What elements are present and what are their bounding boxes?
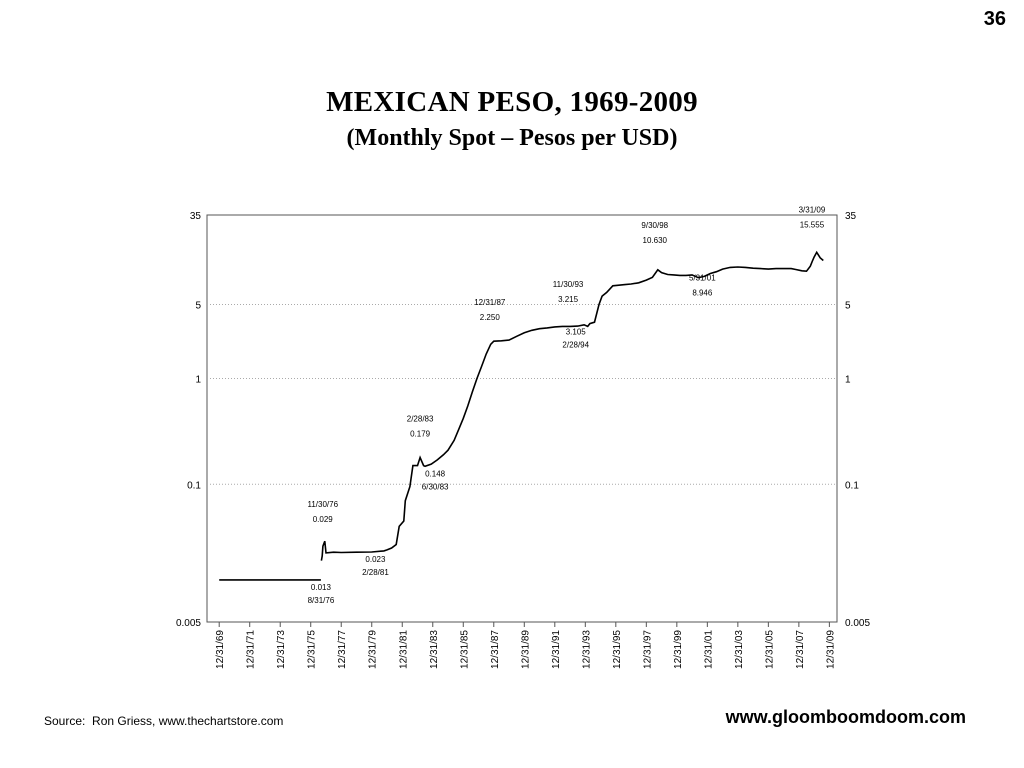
x-tick-label: 12/31/99 (673, 630, 684, 669)
annotation-date: 2/28/83 (407, 415, 434, 424)
annotation-date: 3/31/09 (799, 205, 826, 214)
annotation-value: 0.023 (365, 555, 386, 564)
annotation-value: 8.946 (692, 289, 713, 298)
annotation-date: 12/31/87 (474, 298, 506, 307)
annotation-value: 2.250 (480, 313, 501, 322)
x-tick-label: 12/31/77 (337, 630, 348, 669)
x-tick-label: 12/31/03 (734, 630, 745, 669)
x-tick-label: 12/31/79 (368, 630, 379, 669)
website-link[interactable]: www.gloomboomdoom.com (725, 707, 966, 727)
x-tick-label: 12/31/09 (825, 630, 836, 669)
plot-frame (206, 214, 838, 623)
annotation-value: 0.013 (311, 583, 332, 592)
annotation-value: 15.555 (800, 220, 825, 229)
x-tick-label: 12/31/73 (276, 630, 287, 669)
x-tick-label: 12/31/69 (215, 630, 226, 669)
x-tick-label: 12/31/01 (703, 630, 714, 669)
y-tick-label-left: 0.1 (187, 480, 201, 491)
x-tick-label: 12/31/89 (520, 630, 531, 669)
chart-title: MEXICAN PESO, 1969-2009 (326, 86, 698, 118)
x-tick-label: 12/31/97 (642, 630, 653, 669)
y-tick-label-left: 5 (195, 300, 201, 311)
annotation-value: 3.215 (558, 295, 579, 304)
y-tick-label-left: 0.005 (176, 618, 201, 629)
y-tick-label-right: 1 (845, 374, 851, 385)
annotation-date: 5/31/01 (689, 274, 716, 283)
x-tick-label: 12/31/87 (490, 630, 501, 669)
x-tick-label: 12/31/07 (795, 630, 806, 669)
annotation-value: 0.179 (410, 430, 431, 439)
y-tick-label-left: 35 (190, 211, 202, 222)
y-tick-label-right: 35 (845, 211, 857, 222)
y-tick-label-right: 5 (845, 300, 851, 311)
page-number: 36 (983, 8, 1006, 30)
source-note: Source: Ron Griess, www.thechartstore.co… (44, 714, 284, 728)
annotation-value: 10.630 (643, 236, 668, 245)
series-line (320, 250, 824, 561)
y-tick-label-right: 0.1 (845, 480, 859, 491)
y-tick-label-right: 0.005 (845, 618, 870, 629)
chart-subtitle: (Monthly Spot – Pesos per USD) (346, 125, 678, 151)
annotation-value: 3.105 (566, 327, 587, 336)
annotation-date: 8/31/76 (308, 596, 335, 605)
y-tick-label-left: 1 (195, 374, 201, 385)
annotation-date: 2/28/94 (562, 340, 589, 349)
x-tick-label: 12/31/81 (398, 630, 409, 669)
x-tick-label: 12/31/93 (581, 630, 592, 669)
x-tick-label: 12/31/95 (612, 630, 623, 669)
annotation-date: 2/28/81 (362, 568, 389, 577)
x-tick-label: 12/31/85 (459, 630, 470, 669)
annotation-date: 9/30/98 (641, 221, 668, 230)
x-tick-label: 12/31/91 (551, 630, 562, 669)
annotation-date: 11/30/76 (307, 500, 338, 509)
annotation-date: 6/30/83 (422, 482, 449, 491)
annotation-value: 0.148 (425, 469, 446, 478)
x-tick-label: 12/31/71 (246, 630, 257, 669)
annotation-value: 0.029 (313, 515, 334, 524)
annotation-date: 11/30/93 (553, 280, 584, 289)
x-tick-label: 12/31/75 (307, 630, 318, 669)
chart-svg: 35 35 5 5 1 1 0.1 0.1 0.005 0.005 12/31/69 12/31/71… (176, 205, 870, 669)
x-tick-label: 12/31/05 (764, 630, 775, 669)
x-tick-label: 12/31/83 (429, 630, 440, 669)
